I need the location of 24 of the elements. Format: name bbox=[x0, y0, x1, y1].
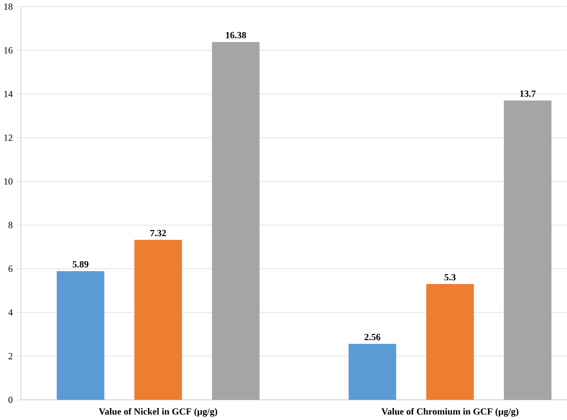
y-tick-label: 2 bbox=[8, 352, 12, 360]
y-tick-label: 0 bbox=[8, 396, 12, 403]
x-tick-label: Value of Chromium in GCF (µg/g) bbox=[381, 408, 518, 417]
y-tick-label: 10 bbox=[4, 178, 12, 185]
bar bbox=[426, 284, 474, 400]
y-tick-label: 18 bbox=[4, 3, 12, 10]
y-tick-label: 12 bbox=[4, 134, 12, 141]
x-tick-label: Value of Nickel in GCF (µg/g) bbox=[98, 408, 218, 417]
data-label: 7.32 bbox=[150, 230, 166, 236]
data-label: 5.89 bbox=[72, 261, 88, 268]
bar bbox=[348, 344, 396, 400]
data-label: 2.56 bbox=[364, 334, 380, 340]
y-tick-label: 16 bbox=[4, 47, 13, 54]
data-label: 5.3 bbox=[444, 274, 456, 280]
data-label: 16.38 bbox=[226, 32, 246, 38]
bar bbox=[56, 271, 104, 400]
bar bbox=[134, 240, 182, 400]
data-label: 13.7 bbox=[520, 90, 536, 97]
bar bbox=[504, 100, 552, 400]
y-tick-label: 8 bbox=[8, 222, 12, 228]
bar bbox=[212, 42, 260, 400]
y-tick-label: 4 bbox=[8, 309, 13, 316]
y-tick-label: 6 bbox=[8, 266, 13, 272]
y-tick-label: 14 bbox=[4, 90, 13, 98]
